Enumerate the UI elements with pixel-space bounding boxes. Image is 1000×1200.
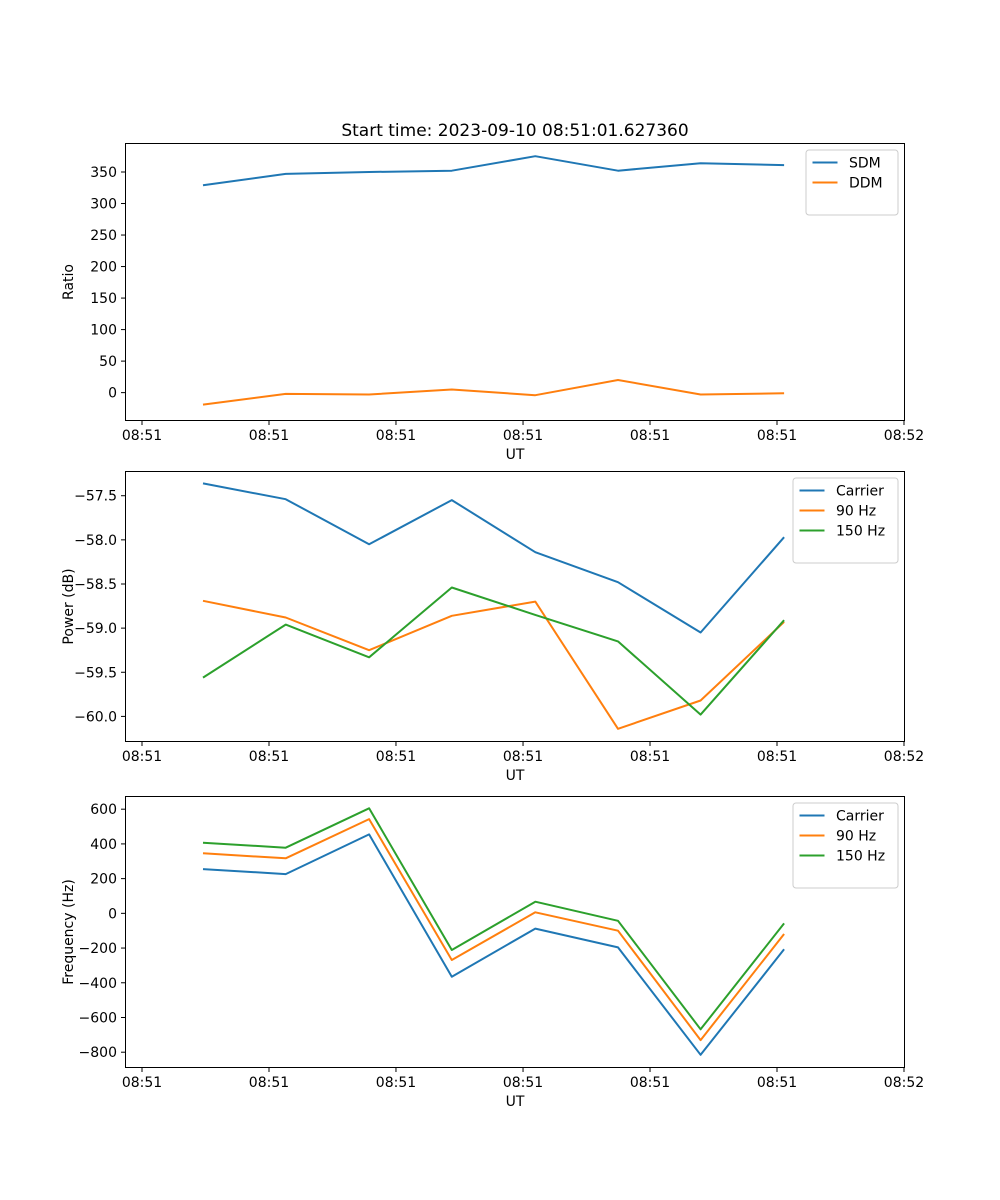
series-line-carrier: [202, 482, 785, 634]
series-line-150-hz: [202, 586, 785, 716]
y-axis-label: Ratio: [61, 264, 77, 300]
legend-label: 90 Hz: [836, 504, 876, 520]
y-tick-label: −200: [79, 941, 117, 957]
frequency-plot-svg: 600 400 200 0 −200 −400 −600 −800 08:51 08:51 08:5…: [61, 796, 924, 1110]
legend-label: SDM: [849, 156, 881, 172]
y-tick-label: −60.0: [74, 709, 117, 725]
x-tick-label: 08:51: [122, 428, 162, 444]
x-tick-label: 08:51: [503, 1075, 543, 1091]
y-tick-label: 250: [90, 228, 117, 244]
x-tick-label: 08:52: [884, 1075, 924, 1091]
y-tick-label: −58.0: [74, 533, 117, 549]
x-tick-label: 08:51: [630, 428, 670, 444]
x-tick-label: 08:51: [249, 749, 289, 765]
series-line-90-hz: [202, 818, 785, 1042]
x-axis-label: UT: [506, 768, 525, 784]
axes-frame: [125, 796, 905, 1068]
x-tick-label: 08:52: [884, 428, 924, 444]
x-tick-label: 08:51: [249, 428, 289, 444]
power-plot-svg: −57.5 −58.0 −58.5 −59.0 −59.5 −60.0 08:51 08:51…: [61, 471, 924, 784]
x-tick-label: 08:51: [376, 428, 416, 444]
x-axis-label: UT: [506, 447, 525, 463]
x-tick-label: 08:51: [630, 1075, 670, 1091]
x-tick-label: 08:51: [630, 749, 670, 765]
legend-label: 150 Hz: [836, 849, 885, 865]
y-axis-label: Frequency (Hz): [61, 879, 77, 985]
series-line-90-hz: [202, 599, 785, 730]
legend-label: DDM: [849, 176, 883, 192]
y-tick-label: 200: [90, 260, 117, 276]
y-tick-label: 350: [90, 165, 117, 181]
x-tick-label: 08:52: [884, 749, 924, 765]
y-tick-label: 100: [90, 323, 117, 339]
y-tick-label: 200: [90, 872, 117, 888]
x-tick-label: 08:51: [503, 428, 543, 444]
y-tick-label: 600: [90, 802, 117, 818]
y-tick-label: 0: [108, 386, 117, 402]
legend-label: Carrier: [836, 809, 884, 825]
axes-frame: [125, 471, 905, 742]
series-line-ddm: [202, 379, 785, 406]
chart-ratio: 0 50 100 150 200 250 300 350 08:51 08:51 08:51 08:5…: [40, 135, 960, 477]
x-tick-label: 08:51: [757, 428, 797, 444]
chart-power: −57.5 −58.0 −58.5 −59.0 −59.5 −60.0 08:51 08:51…: [40, 463, 960, 798]
x-tick-label: 08:51: [122, 749, 162, 765]
y-tick-label: −57.5: [74, 489, 117, 505]
y-axis-label: Power (dB): [61, 568, 77, 644]
legend-box: [792, 802, 899, 889]
series-line-carrier: [202, 833, 785, 1056]
x-tick-label: 08:51: [122, 1075, 162, 1091]
x-tick-label: 08:51: [503, 749, 543, 765]
series-line-sdm: [202, 155, 785, 187]
y-tick-label: 400: [90, 837, 117, 853]
y-tick-label: −58.5: [74, 577, 117, 593]
chart-frequency: 600 400 200 0 −200 −400 −600 −800 08:51 08:51 08:5…: [40, 788, 960, 1124]
x-tick-label: 08:51: [757, 1075, 797, 1091]
legend-box: [805, 149, 899, 216]
y-tick-label: 0: [108, 906, 117, 922]
figure-title: Start time: 2023-09-10 08:51:01.627360: [341, 121, 689, 141]
legend-label: 90 Hz: [836, 829, 876, 845]
x-axis-label: UT: [506, 1094, 525, 1110]
x-tick-label: 08:51: [376, 1075, 416, 1091]
legend-label: Carrier: [836, 484, 884, 500]
series-line-150-hz: [202, 807, 785, 1031]
y-tick-label: −59.5: [74, 665, 117, 681]
y-tick-label: −400: [79, 976, 117, 992]
x-tick-label: 08:51: [376, 749, 416, 765]
y-tick-label: 300: [90, 197, 117, 213]
y-tick-label: −59.0: [74, 621, 117, 637]
y-tick-label: −600: [79, 1010, 117, 1026]
x-tick-label: 08:51: [249, 1075, 289, 1091]
ratio-plot-svg: 0 50 100 150 200 250 300 350 08:51 08:51 08:51 08:5…: [61, 143, 924, 463]
legend-box: [792, 477, 899, 564]
legend-label: 150 Hz: [836, 524, 885, 540]
axes-frame: [125, 143, 905, 421]
y-tick-label: −800: [79, 1045, 117, 1061]
y-tick-label: 50: [99, 354, 117, 370]
y-tick-label: 150: [90, 291, 117, 307]
x-tick-label: 08:51: [757, 749, 797, 765]
